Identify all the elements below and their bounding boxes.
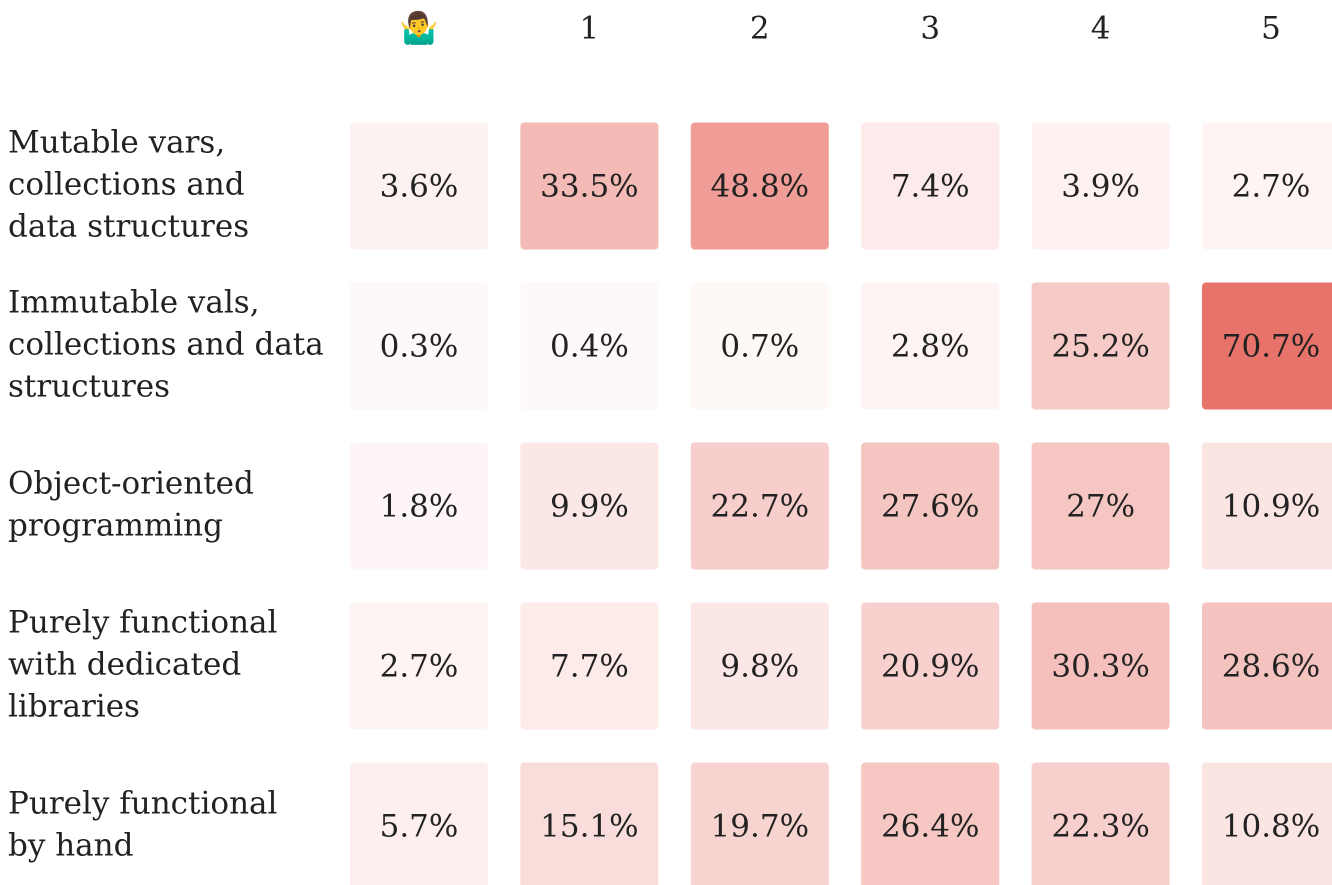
heat-cell	[1202, 602, 1332, 730]
heat-cell	[520, 122, 659, 250]
column-header: 3	[920, 11, 940, 47]
cell-label: 0.4%	[550, 329, 629, 365]
column-header: 1	[580, 11, 600, 47]
heat-cell	[861, 122, 1000, 250]
row-label: collections and data	[8, 327, 324, 363]
cell-label: 7.4%	[891, 169, 970, 205]
row-label: structures	[8, 369, 170, 405]
row-label: libraries	[8, 689, 140, 725]
row-label: by hand	[8, 828, 133, 864]
heat-cell	[350, 282, 488, 410]
cell-label: 0.7%	[720, 329, 799, 365]
heat-cell	[350, 762, 488, 885]
cell-label: 30.3%	[1051, 649, 1149, 685]
heat-cell	[690, 442, 829, 570]
cell-label: 20.9%	[881, 649, 979, 685]
row-label: Object-oriented	[8, 466, 254, 502]
cell-label: 5.7%	[380, 809, 459, 845]
heat-cell	[1031, 602, 1170, 730]
heat-cell	[1031, 442, 1170, 570]
row-label: Mutable vars,	[8, 125, 225, 161]
heat-cell	[1202, 282, 1332, 410]
cell-label: 10.9%	[1222, 489, 1320, 525]
heat-cell	[520, 282, 659, 410]
cell-label: 7.7%	[550, 649, 629, 685]
heat-cell	[690, 282, 829, 410]
heat-cell	[861, 602, 1000, 730]
heat-cell	[1202, 442, 1332, 570]
heat-cell	[690, 122, 829, 250]
heat-cell	[1031, 762, 1170, 885]
cell-label: 3.9%	[1061, 169, 1140, 205]
cell-label: 19.7%	[711, 809, 809, 845]
cell-label: 0.3%	[380, 329, 459, 365]
column-header: 🤷‍♂️	[400, 9, 439, 47]
cell-label: 1.8%	[380, 489, 459, 525]
cell-label: 9.9%	[550, 489, 629, 525]
column-header: 2	[750, 11, 770, 47]
column-header: 5	[1261, 11, 1281, 47]
heat-cell	[350, 602, 488, 730]
cell-label: 2.7%	[380, 649, 459, 685]
cell-label: 25.2%	[1051, 329, 1149, 365]
row-label: programming	[8, 508, 223, 544]
cell-label: 3.6%	[380, 169, 459, 205]
heat-cell	[350, 442, 488, 570]
heat-cell	[520, 602, 659, 730]
heat-cell	[350, 122, 488, 250]
heat-cell	[861, 762, 1000, 885]
row-label: data structures	[8, 209, 249, 245]
cell-label: 27.6%	[881, 489, 979, 525]
row-label: Immutable vals,	[8, 285, 260, 321]
heat-cell	[690, 762, 829, 885]
heat-cell	[1202, 762, 1332, 885]
cell-label: 27%	[1066, 489, 1135, 525]
heat-cell	[520, 442, 659, 570]
cell-label: 15.1%	[540, 809, 638, 845]
cell-label: 2.7%	[1232, 169, 1311, 205]
cell-label: 33.5%	[540, 169, 638, 205]
heat-cell	[1031, 122, 1170, 250]
cell-label: 10.8%	[1222, 809, 1320, 845]
heat-cell	[1202, 122, 1332, 250]
row-label: collections and	[8, 167, 245, 203]
row-label: Purely functional	[8, 786, 277, 822]
cell-label: 2.8%	[891, 329, 970, 365]
cell-label: 70.7%	[1222, 329, 1320, 365]
cell-label: 22.7%	[711, 489, 809, 525]
cell-label: 22.3%	[1051, 809, 1149, 845]
heat-cell	[861, 442, 1000, 570]
cell-label: 48.8%	[711, 169, 809, 205]
cell-label: 9.8%	[720, 649, 799, 685]
row-label: Purely functional	[8, 605, 277, 641]
row-label: with dedicated	[8, 647, 241, 683]
heat-cell	[1031, 282, 1170, 410]
cell-label: 26.4%	[881, 809, 979, 845]
cell-label: 28.6%	[1222, 649, 1320, 685]
heat-cell	[690, 602, 829, 730]
heat-cell	[520, 762, 659, 885]
heat-cell	[861, 282, 1000, 410]
column-header: 4	[1091, 11, 1111, 47]
